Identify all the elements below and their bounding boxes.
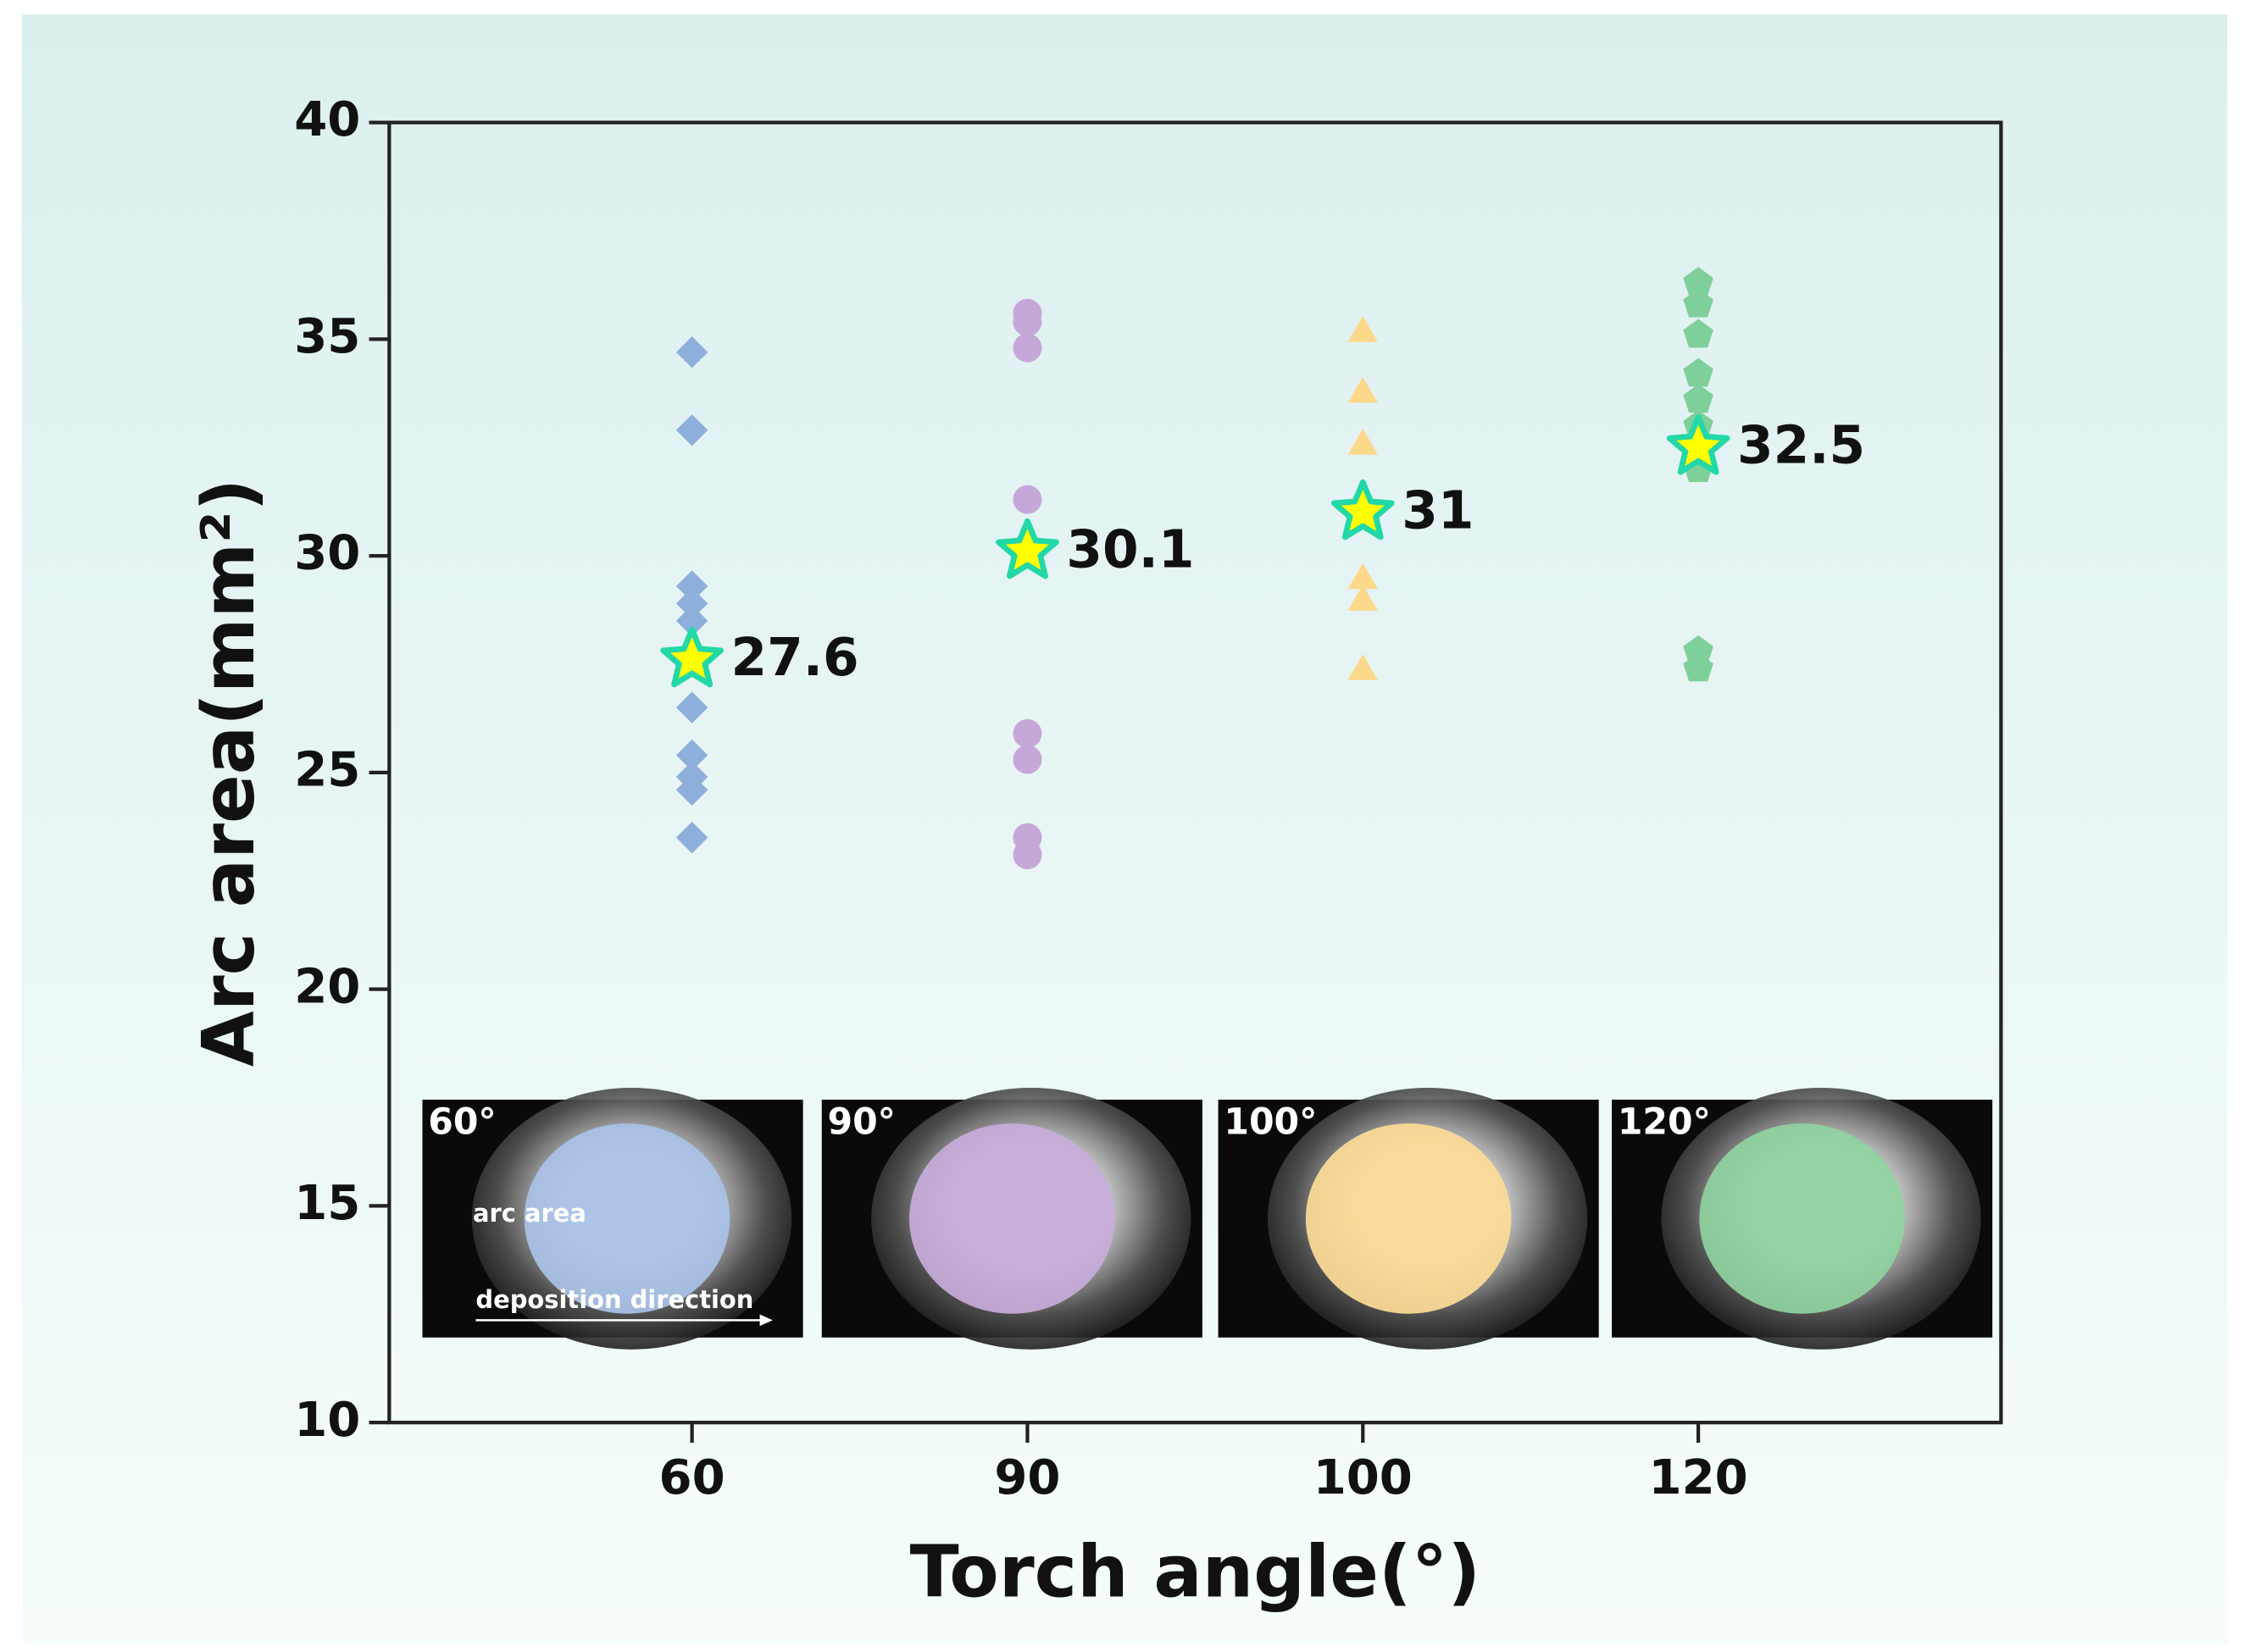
inset-label: 100° xyxy=(1224,1101,1317,1143)
data-point xyxy=(1013,485,1042,514)
inset-label: 60° xyxy=(428,1101,496,1143)
mean-label: 32.5 xyxy=(1737,416,1865,476)
x-tick-label: 120 xyxy=(1649,1450,1748,1505)
data-point xyxy=(1347,654,1378,680)
y-axis-title: Arc area(mm²) xyxy=(187,479,271,1067)
mean-label: 31 xyxy=(1402,480,1474,541)
y-tick-label: 40 xyxy=(294,92,360,147)
arc-area xyxy=(1305,1123,1512,1314)
data-point xyxy=(1347,316,1378,342)
arrow-head xyxy=(759,1314,773,1327)
y-tick-label: 35 xyxy=(294,309,360,364)
inset-label: 120° xyxy=(1618,1101,1711,1143)
y-tick-label: 30 xyxy=(294,526,360,581)
mean-label: 27.6 xyxy=(731,628,859,688)
x-tick-label: 60 xyxy=(659,1450,725,1505)
data-point xyxy=(1347,563,1378,590)
data-point xyxy=(1683,319,1713,348)
arc-area xyxy=(909,1123,1115,1314)
data-point xyxy=(1013,718,1042,748)
y-tick-label: 25 xyxy=(294,743,360,798)
data-point xyxy=(1683,288,1713,318)
y-tick-label: 10 xyxy=(294,1393,360,1448)
annotation: arc area xyxy=(473,1199,586,1228)
inset-label: 90° xyxy=(828,1101,896,1143)
data-point xyxy=(1683,358,1713,387)
data-point xyxy=(1347,585,1378,611)
y-tick-label: 15 xyxy=(294,1176,360,1231)
mean-star xyxy=(1330,479,1395,541)
data-point xyxy=(1013,307,1042,336)
x-tick-label: 90 xyxy=(994,1450,1060,1505)
data-point xyxy=(1683,635,1713,664)
arc-area xyxy=(524,1123,730,1314)
x-tick-label: 100 xyxy=(1313,1450,1413,1505)
data-point xyxy=(1347,429,1378,455)
arc-area xyxy=(1699,1123,1905,1314)
data-point xyxy=(1683,267,1713,297)
x-axis-title: Torch angle(°) xyxy=(910,1531,1481,1615)
annotation: deposition direction xyxy=(475,1285,753,1314)
data-point xyxy=(1347,376,1378,403)
data-point xyxy=(1683,652,1713,682)
data-point xyxy=(1013,333,1042,363)
mean-star xyxy=(660,626,724,688)
data-point xyxy=(1683,384,1713,413)
data-point xyxy=(1013,840,1042,870)
mean-star xyxy=(996,518,1059,579)
y-tick-label: 20 xyxy=(294,959,360,1014)
mean-star xyxy=(1666,414,1730,475)
mean-label: 30.1 xyxy=(1066,519,1194,579)
data-point xyxy=(1013,745,1042,774)
